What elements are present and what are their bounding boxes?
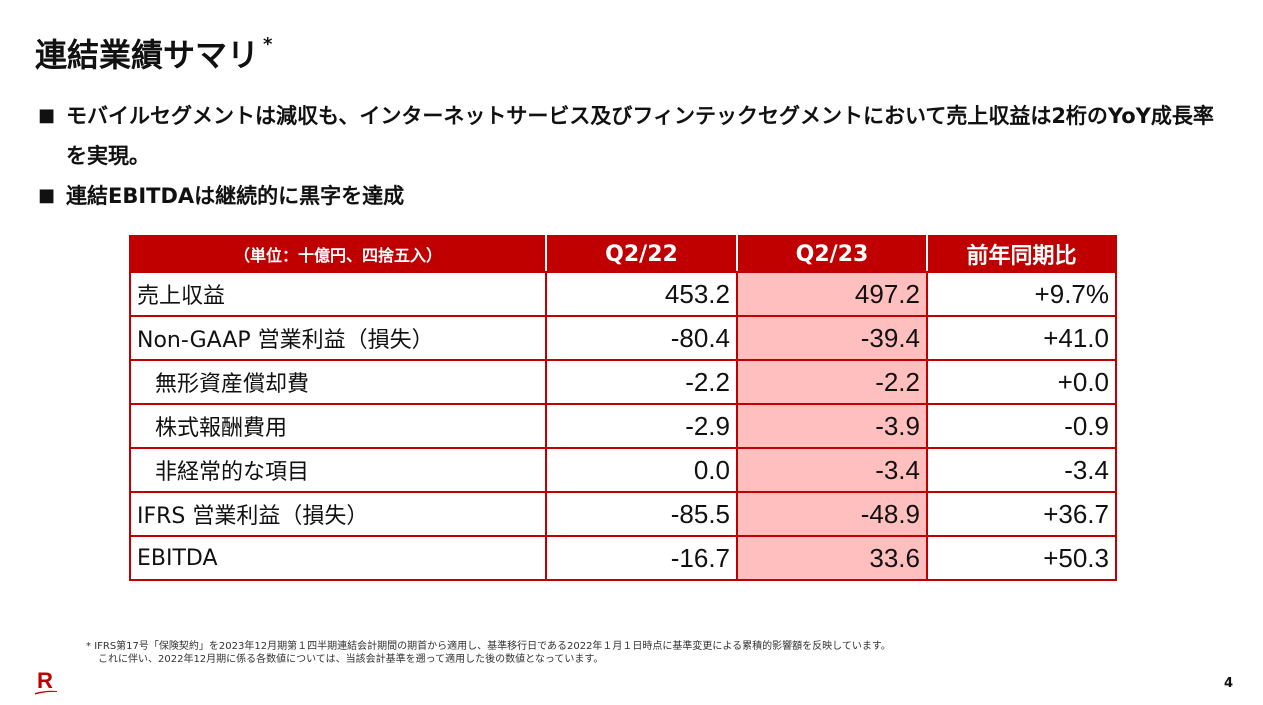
footnote-line-1: * IFRS第17号「保険契約」を2023年12月期第１四半期連結会計期間の期首… xyxy=(86,641,891,652)
cell-q2-23: -48.9 xyxy=(736,491,928,537)
table-row: 非経常的な項目 0.0 -3.4 -3.4 xyxy=(129,447,1117,493)
cell-q2-23: -2.2 xyxy=(736,359,928,405)
cell-yoy: +50.3 xyxy=(926,535,1117,581)
svg-text:R: R xyxy=(37,668,53,693)
cell-yoy: +0.0 xyxy=(926,359,1117,405)
header-unit: （単位：十億円、四捨五入） xyxy=(129,235,547,273)
cell-q2-23: 497.2 xyxy=(736,271,928,317)
rakuten-logo-icon: R xyxy=(35,668,57,695)
bullet-text: 連結EBITDAは継続的に黒字を達成 xyxy=(66,184,405,208)
cell-yoy: +36.7 xyxy=(926,491,1117,537)
cell-q2-22: -80.4 xyxy=(545,315,738,361)
page-title: 連結業績サマリ * xyxy=(35,30,272,76)
title-footnote-marker: * xyxy=(263,34,273,55)
cell-yoy: +41.0 xyxy=(926,315,1117,361)
square-bullet-icon: ■ xyxy=(38,185,56,206)
table-header-row: （単位：十億円、四捨五入） Q2/22 Q2/23 前年同期比 xyxy=(129,235,1117,273)
table-row: Non-GAAP 営業利益（損失） -80.4 -39.4 +41.0 xyxy=(129,315,1117,361)
title-text: 連結業績サマリ xyxy=(35,36,260,74)
bullet-list: ■ モバイルセグメントは減収も、インターネットサービス及びフィンテックセグメント… xyxy=(38,96,1228,216)
table-row: 無形資産償却費 -2.2 -2.2 +0.0 xyxy=(129,359,1117,405)
row-label: IFRS 営業利益（損失） xyxy=(129,491,547,537)
row-label: Non-GAAP 営業利益（損失） xyxy=(129,315,547,361)
header-yoy: 前年同期比 xyxy=(926,235,1117,273)
header-q2-23: Q2/23 xyxy=(736,235,928,273)
cell-yoy: -0.9 xyxy=(926,403,1117,449)
row-label: 株式報酬費用 xyxy=(129,403,547,449)
table-row: 株式報酬費用 -2.9 -3.9 -0.9 xyxy=(129,403,1117,449)
cell-yoy: -3.4 xyxy=(926,447,1117,493)
footnote: * IFRS第17号「保険契約」を2023年12月期第１四半期連結会計期間の期首… xyxy=(86,640,891,666)
table-row: 売上収益 453.2 497.2 +9.7% xyxy=(129,271,1117,317)
row-label: EBITDA xyxy=(129,535,547,581)
cell-q2-22: -16.7 xyxy=(545,535,738,581)
table-row: EBITDA -16.7 33.6 +50.3 xyxy=(129,535,1117,581)
cell-q2-23: -39.4 xyxy=(736,315,928,361)
footnote-line-2: これに伴い、2022年12月期に係る各数値については、当該会計基準を遡って適用し… xyxy=(98,654,604,665)
cell-q2-22: -85.5 xyxy=(545,491,738,537)
cell-q2-22: -2.2 xyxy=(545,359,738,405)
cell-q2-23: -3.9 xyxy=(736,403,928,449)
cell-yoy: +9.7% xyxy=(926,271,1117,317)
page-number: 4 xyxy=(1224,676,1234,691)
cell-q2-22: 453.2 xyxy=(545,271,738,317)
cell-q2-23: -3.4 xyxy=(736,447,928,493)
bullet-item: ■ モバイルセグメントは減収も、インターネットサービス及びフィンテックセグメント… xyxy=(38,96,1228,176)
header-q2-22: Q2/22 xyxy=(545,235,738,273)
bullet-text: モバイルセグメントは減収も、インターネットサービス及びフィンテックセグメントにお… xyxy=(66,104,1214,168)
row-label: 非経常的な項目 xyxy=(129,447,547,493)
table-row: IFRS 営業利益（損失） -85.5 -48.9 +36.7 xyxy=(129,491,1117,537)
cell-q2-22: 0.0 xyxy=(545,447,738,493)
summary-table: （単位：十億円、四捨五入） Q2/22 Q2/23 前年同期比 売上収益 453… xyxy=(129,235,1117,581)
row-label: 無形資産償却費 xyxy=(129,359,547,405)
bullet-item: ■ 連結EBITDAは継続的に黒字を達成 xyxy=(38,176,1228,216)
row-label: 売上収益 xyxy=(129,271,547,317)
cell-q2-22: -2.9 xyxy=(545,403,738,449)
cell-q2-23: 33.6 xyxy=(736,535,928,581)
square-bullet-icon: ■ xyxy=(38,105,56,126)
